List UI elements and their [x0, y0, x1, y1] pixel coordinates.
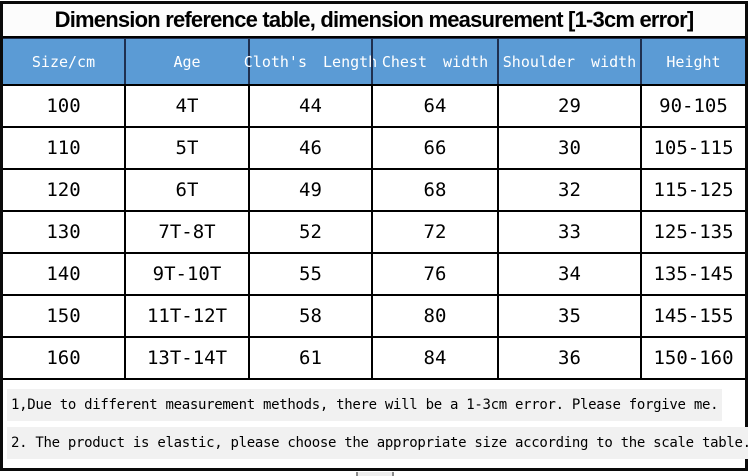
- cell-shoulder-width: 34: [497, 254, 640, 294]
- cell-cloth-length: 44: [248, 86, 371, 126]
- cell-chest-width: 84: [371, 338, 497, 378]
- note-text: 2. The product is elastic, please choose…: [7, 427, 748, 460]
- cell-shoulder-width: 35: [497, 296, 640, 336]
- table-row-size-130: 130 7T-8T 52 72 33 125-135: [3, 212, 745, 254]
- cell-cloth-length: 46: [248, 128, 371, 168]
- cell-age: 7T-8T: [124, 212, 248, 252]
- note-elastic-product: 2. The product is elastic, please choose…: [7, 427, 748, 460]
- cell-age: 5T: [124, 128, 248, 168]
- page-title: Dimension reference table, dimension mea…: [54, 7, 695, 32]
- cell-height: 150-160: [640, 338, 745, 378]
- cell-chest-width: 72: [371, 212, 497, 252]
- table-row-size-100: 100 4T 44 64 29 90-105: [3, 86, 745, 128]
- column-header-shoulder-width: Shoulder width: [497, 39, 640, 84]
- cropped-next-table-sliver: [0, 471, 748, 476]
- column-header-age: Age: [124, 39, 248, 84]
- note-text: 1,Due to different measurement methods, …: [7, 388, 723, 421]
- table-row-size-140: 140 9T-10T 55 76 34 135-145: [3, 254, 745, 296]
- column-header-cloth-length: Cloth's Length: [244, 39, 377, 84]
- note-measurement-error: 1,Due to different measurement methods, …: [7, 388, 741, 421]
- cell-chest-width: 68: [371, 170, 497, 210]
- cell-chest-width: 64: [371, 86, 497, 126]
- cell-shoulder-width: 29: [497, 86, 640, 126]
- cell-shoulder-width: 33: [497, 212, 640, 252]
- cell-height: 105-115: [640, 128, 745, 168]
- cell-cloth-length: 49: [248, 170, 371, 210]
- cell-age: 11T-12T: [124, 296, 248, 336]
- cell-shoulder-width: 30: [497, 128, 640, 168]
- cell-age: 4T: [124, 86, 248, 126]
- cell-size: 130: [46, 221, 81, 243]
- cell-height: 145-155: [640, 296, 745, 336]
- cell-age: 9T-10T: [124, 254, 248, 294]
- cell-age: 6T: [124, 170, 248, 210]
- column-header-height: Height: [640, 39, 745, 84]
- cell-chest-width: 76: [371, 254, 497, 294]
- cell-age: 13T-14T: [124, 338, 248, 378]
- table-header-row: Size/cm Age Cloth's Length Chest width S…: [3, 38, 745, 86]
- cell-size: 120: [46, 179, 81, 201]
- cell-height: 90-105: [640, 86, 745, 126]
- cell-cloth-length: 58: [248, 296, 371, 336]
- cell-shoulder-width: 32: [497, 170, 640, 210]
- cell-size: 150: [46, 305, 81, 327]
- footnotes-area: 1,Due to different measurement methods, …: [3, 380, 748, 468]
- table-title-bar: Dimension reference table, dimension mea…: [3, 4, 745, 38]
- cell-shoulder-width: 36: [497, 338, 640, 378]
- cell-height: 115-125: [640, 170, 745, 210]
- cropped-cell-fragment: [356, 472, 394, 476]
- table-row-size-120: 120 6T 49 68 32 115-125: [3, 170, 745, 212]
- cell-chest-width: 80: [371, 296, 497, 336]
- cell-cloth-length: 61: [248, 338, 371, 378]
- cell-chest-width: 66: [371, 128, 497, 168]
- table-row-size-110: 110 5T 46 66 30 105-115: [3, 128, 745, 170]
- cell-cloth-length: 52: [248, 212, 371, 252]
- column-header-size: Size/cm: [31, 52, 96, 71]
- column-header-chest-width: Chest width: [371, 39, 497, 84]
- table-row-size-160: 160 13T-14T 61 84 36 150-160: [3, 338, 745, 380]
- table-row-size-150: 150 11T-12T 58 80 35 145-155: [3, 296, 745, 338]
- cell-size: 160: [46, 347, 81, 369]
- cell-size: 140: [46, 263, 81, 285]
- cell-cloth-length: 55: [248, 254, 371, 294]
- cell-height: 125-135: [640, 212, 745, 252]
- cell-height: 135-145: [640, 254, 745, 294]
- cell-size: 100: [46, 95, 81, 117]
- cell-size: 110: [46, 137, 81, 159]
